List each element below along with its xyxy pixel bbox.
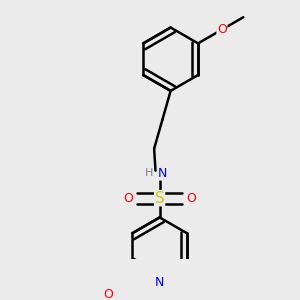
Text: O: O [103,288,113,300]
Text: O: O [186,192,196,205]
Text: S: S [155,191,164,206]
Text: N: N [158,167,167,180]
Text: O: O [123,192,133,205]
Text: H: H [144,168,153,178]
Text: O: O [217,23,227,36]
Text: N: N [155,276,164,289]
